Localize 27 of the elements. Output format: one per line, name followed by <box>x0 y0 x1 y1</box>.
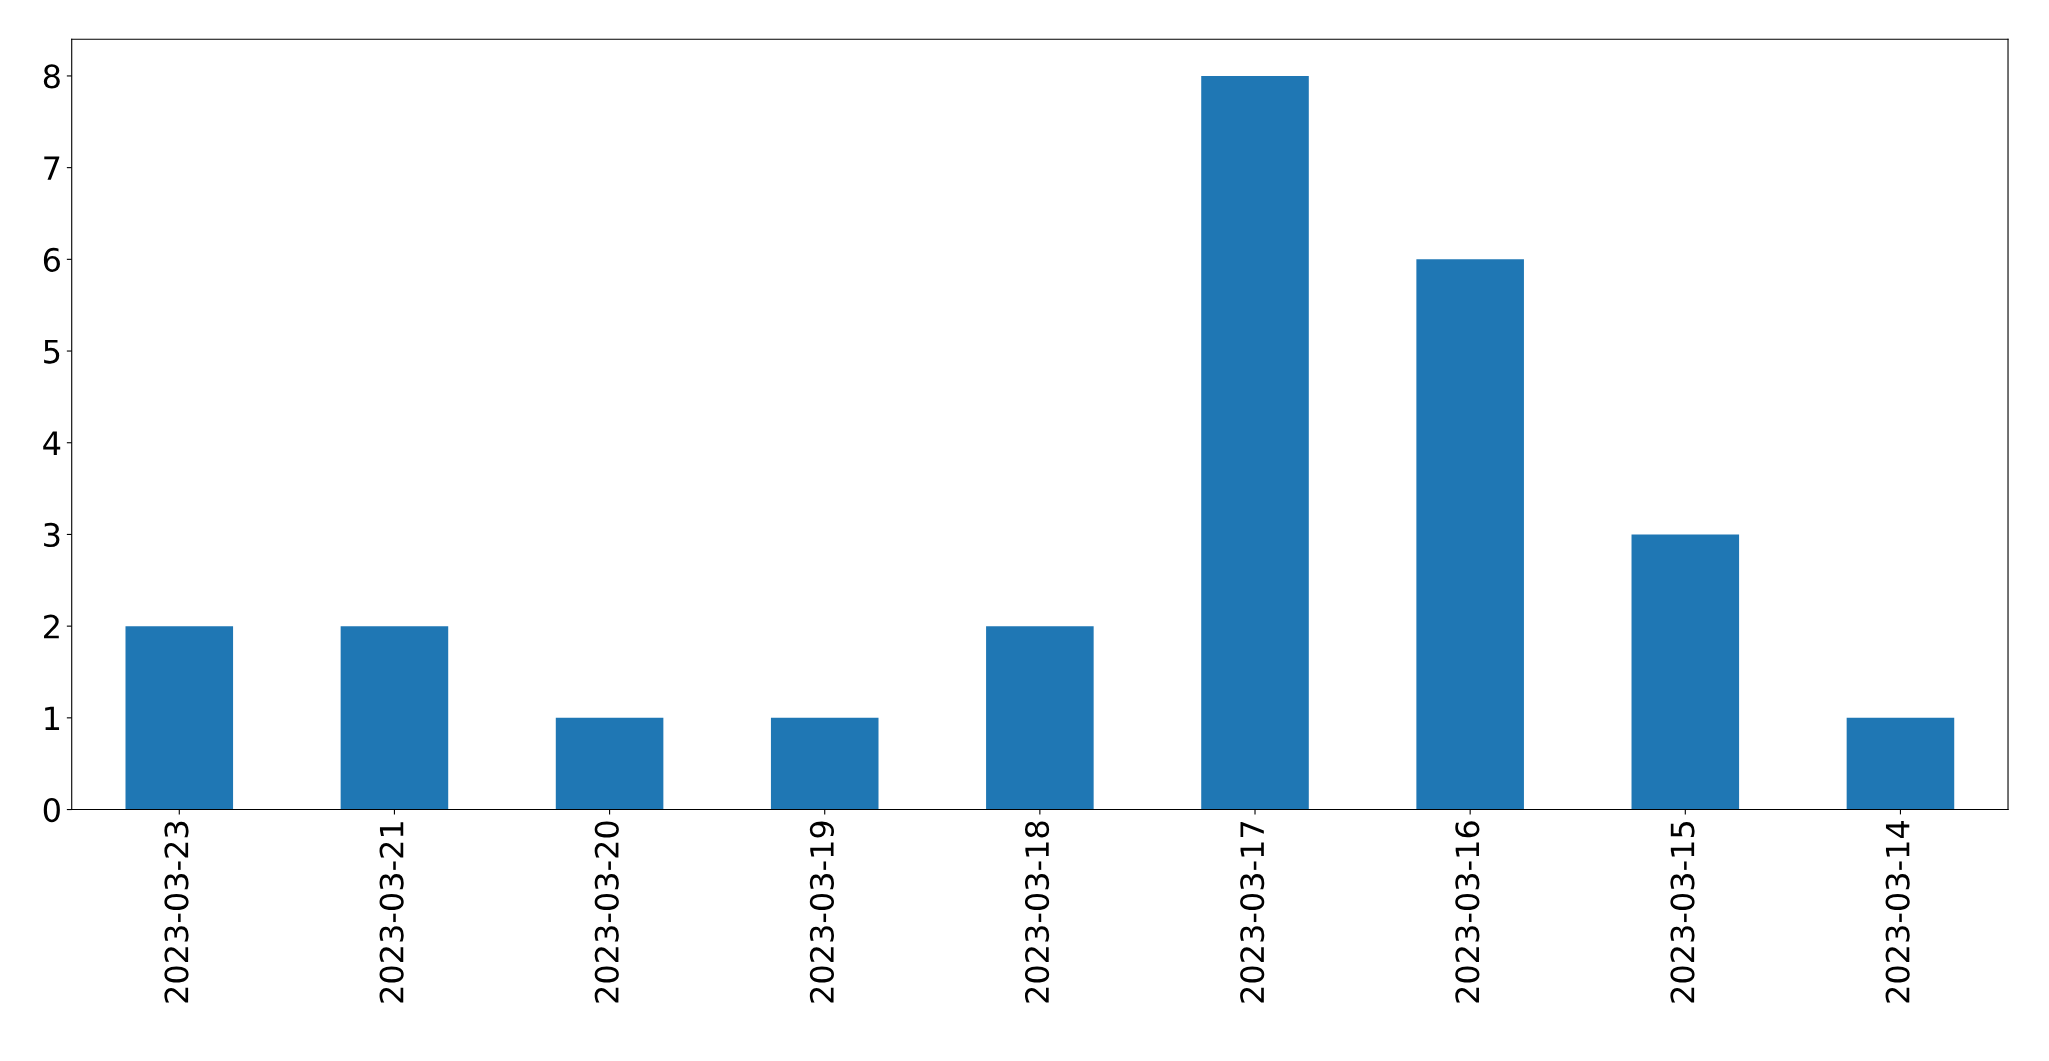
y-tick-label: 3 <box>44 522 60 548</box>
x-tick-label: 2023-03-21 <box>379 822 404 1003</box>
y-tick-label: 2 <box>44 614 59 639</box>
bar <box>1631 534 1740 810</box>
x-tick-label: 2023-03-15 <box>1670 822 1695 1003</box>
bar <box>340 626 449 810</box>
y-tick-label: 6 <box>43 247 60 272</box>
y-tick-label: 1 <box>45 706 60 730</box>
y-tick-label: 8 <box>43 64 60 89</box>
bar <box>986 626 1094 810</box>
y-tick-label: 4 <box>43 431 61 455</box>
x-tick-label: 2023-03-16 <box>1455 821 1480 1003</box>
x-tick-label: 2023-03-17 <box>1240 822 1265 1003</box>
x-tick-label: 2023-03-23 <box>164 821 189 1003</box>
x-tick-label: 2023-03-18 <box>1024 821 1050 1003</box>
x-tick-label: 2023-03-19 <box>809 821 834 1003</box>
y-tick-label: 7 <box>44 156 60 180</box>
bar <box>125 626 234 810</box>
bar <box>1416 259 1524 810</box>
y-tick-label: 0 <box>43 797 60 823</box>
bar <box>555 717 664 810</box>
x-tick-label: 2023-03-20 <box>594 821 619 1003</box>
bar <box>1846 717 1955 810</box>
x-tick-label: 2023-03-14 <box>1885 821 1910 1003</box>
y-tick-label: 5 <box>44 339 60 364</box>
bar <box>770 717 879 810</box>
bar <box>1201 75 1309 810</box>
